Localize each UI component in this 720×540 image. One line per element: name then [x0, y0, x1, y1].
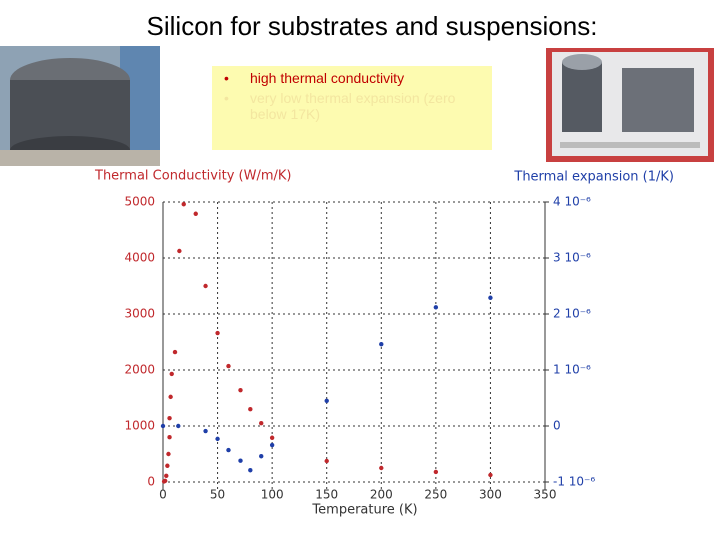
x-tick-label: 0	[159, 488, 167, 502]
y2-tick-label: -1 10⁻⁶	[553, 475, 595, 489]
point	[193, 211, 198, 216]
bullet: very low thermal expansion (zero below 1…	[212, 90, 492, 122]
point	[203, 428, 208, 434]
point	[433, 305, 439, 310]
point	[488, 472, 493, 478]
x-axis-title: Temperature (K)	[311, 503, 417, 518]
y-tick-label: 3000	[124, 307, 155, 321]
photo-right	[546, 48, 714, 162]
point	[433, 469, 439, 475]
y2-tick-label: 3 10⁻⁶	[553, 251, 591, 265]
point	[488, 295, 493, 300]
x-tick-label: 350	[534, 488, 557, 502]
point	[379, 342, 384, 347]
x-tick-label: 50	[210, 488, 225, 502]
x-tick-label: 250	[424, 488, 447, 502]
photo-left	[0, 46, 160, 166]
point	[379, 465, 384, 471]
point	[238, 387, 243, 393]
x-tick-label: 100	[261, 488, 284, 502]
point	[215, 436, 220, 442]
point	[226, 447, 231, 453]
point	[226, 363, 231, 369]
point	[324, 458, 329, 464]
point	[248, 407, 253, 412]
point	[167, 415, 172, 421]
y-tick-label: 2000	[124, 363, 155, 377]
y-tick-label: 1000	[124, 419, 155, 433]
y-tick-label: 0	[147, 475, 155, 489]
point	[248, 468, 253, 473]
point	[166, 451, 171, 457]
bullet-box: high thermal conductivity very low therm…	[212, 66, 492, 150]
y2-axis-title: Thermal expansion (1/K)	[513, 170, 674, 185]
point	[177, 248, 182, 254]
point	[259, 454, 264, 459]
y2-tick-label: 1 10⁻⁶	[553, 363, 591, 377]
y2-tick-label: 2 10⁻⁶	[553, 307, 591, 321]
y2-tick-label: 0	[553, 419, 561, 433]
point	[167, 435, 172, 440]
y-axis-title: Thermal Conductivity (W/m/K)	[94, 169, 291, 184]
point	[164, 473, 169, 479]
point	[238, 458, 243, 463]
point	[169, 371, 174, 377]
point	[215, 330, 220, 336]
point	[324, 398, 329, 403]
point	[161, 479, 167, 484]
point	[160, 423, 166, 429]
x-tick-label: 200	[370, 488, 393, 502]
point	[181, 202, 186, 207]
y2-tick-label: 4 10⁻⁶	[553, 195, 591, 209]
y-tick-label: 4000	[124, 251, 155, 265]
point	[172, 349, 178, 355]
point	[269, 435, 275, 440]
x-tick-label: 300	[479, 488, 502, 502]
point	[165, 463, 170, 468]
x-tick-label: 150	[315, 488, 338, 502]
bullet: high thermal conductivity	[212, 70, 492, 86]
point	[259, 421, 264, 426]
slide-title: Silicon for substrates and suspensions:	[147, 11, 598, 41]
point	[168, 394, 173, 400]
point	[203, 283, 208, 289]
point	[176, 423, 181, 429]
y-tick-label: 5000	[124, 195, 155, 209]
point	[269, 442, 275, 448]
